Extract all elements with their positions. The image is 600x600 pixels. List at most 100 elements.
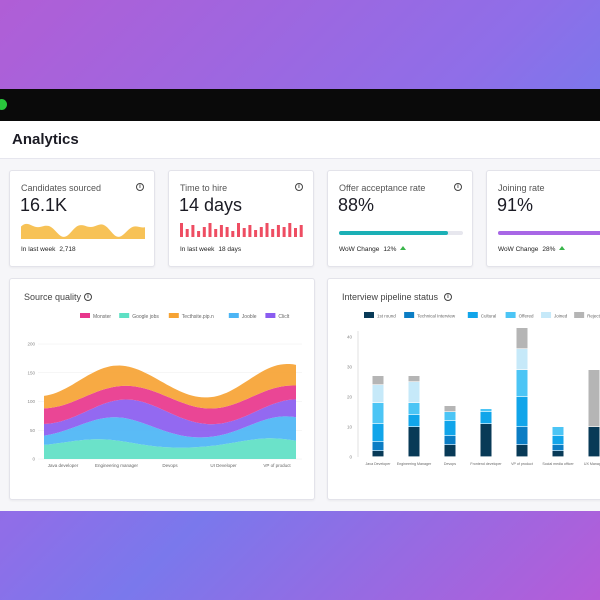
legend-swatch [168,313,179,318]
kpi-footer: WoW Change 28% [498,246,566,253]
kpi-card-time-to-hire[interactable]: Time to hire i 14 days In last week 18 da… [168,170,314,267]
sparkline-bar [214,229,218,237]
title-bar [0,89,600,121]
x-tick-label: UI Developer [210,463,237,468]
info-icon[interactable]: i [295,183,303,191]
sparkline-bar [225,227,229,237]
bar-segment[interactable] [444,406,456,412]
bar-segment[interactable] [408,415,420,427]
bar-segment[interactable] [516,370,528,397]
legend-item[interactable]: Monster [80,313,111,320]
bar-segment[interactable] [552,436,564,445]
legend-label: Rejected [587,314,600,319]
bar-segment[interactable] [444,436,456,445]
legend-item[interactable]: Google jobs [119,313,159,320]
kpi-label: Joining rate [498,183,545,193]
info-icon[interactable]: i [84,293,92,301]
bar-segment[interactable] [480,424,492,457]
pipeline-panel: Interview pipeline status i 1st round Tec… [327,278,600,500]
legend-item[interactable]: Cliclt [265,313,290,320]
bar-segment[interactable] [372,385,384,403]
bar-segment[interactable] [408,376,420,382]
source-quality-panel: Source quality i Monster Google jobs Tecth… [9,278,315,500]
trend-up-icon [559,246,566,250]
bar-segment[interactable] [516,349,528,370]
bar-segment[interactable] [408,403,420,415]
info-icon[interactable]: i [454,183,462,191]
x-tick-label: VP of product [511,462,533,466]
kpi-card-joining-rate[interactable]: Joining rate 91% WoW Change 28% [486,170,600,267]
legend-swatch [228,313,239,318]
legend-item[interactable]: Tecthsite.pip.n [168,313,214,320]
y-tick-label: 20 [347,395,353,400]
bar-segment[interactable] [516,397,528,427]
bar-segment[interactable] [480,412,492,424]
legend-label: Technical Interview [417,314,456,319]
kpi-value: 16.1K [20,195,68,215]
sparkline-bar [242,228,246,237]
sparkline-bar [237,223,240,237]
x-tick-label: VP of product [263,463,291,468]
y-tick-label: 100 [27,399,35,404]
legend-item[interactable]: Cultural [467,312,497,319]
legend-label: Cultural [481,314,497,319]
bar-segment[interactable] [408,382,420,403]
legend-item[interactable]: 1st round [364,312,396,319]
sparkline-bar [191,225,195,237]
x-tick-label: Devops [444,462,456,466]
y-tick-label: 0 [32,457,35,462]
legend-label: Tecthsite.pip.n [182,314,214,320]
app-window: Analytics Candidates sourced i 16.1K In … [0,89,600,511]
info-icon[interactable]: i [444,293,452,301]
y-tick-label: 30 [347,365,353,370]
kpi-footer: In last week 2,718 [21,246,76,253]
kpi-label: Time to hire [180,183,228,193]
bar-segment[interactable] [408,427,420,457]
bar-segment[interactable] [480,409,492,412]
bar-segment[interactable] [372,403,384,424]
info-icon[interactable]: i [136,183,144,191]
kpi-value: 14 days [179,195,243,215]
bar-segment[interactable] [516,328,528,349]
legend-item[interactable]: Rejected [574,312,600,319]
y-tick-label: 10 [347,425,353,430]
kpi-card-offer-acceptance-rate[interactable]: Offer acceptance rate i 88% WoW Change 12… [327,170,473,267]
bar-segment[interactable] [372,451,384,457]
sparkline-bars [180,223,303,237]
legend-swatch [574,312,585,318]
sparkline-bar [288,223,292,237]
bar-segment[interactable] [372,442,384,451]
bar-segment[interactable] [444,445,456,457]
bar-segment[interactable] [372,376,384,385]
kpi-label: Candidates sourced [21,183,102,193]
bar-segment[interactable] [552,451,564,457]
bar-segment[interactable] [516,445,528,457]
legend-swatch [364,312,374,318]
legend-item[interactable]: Technical Interview [404,312,456,319]
window-control-dot[interactable] [0,99,7,110]
sparkline-bar [299,225,303,237]
legend-label: Cliclt [278,314,289,320]
bar-segment[interactable] [588,370,600,427]
bar-segment[interactable] [516,427,528,445]
source-quality-chart: Monster Google jobs Tecthsite.pip.n Jooble C… [27,313,302,468]
bar-segment[interactable] [444,412,456,421]
legend-item[interactable]: Offered [505,312,534,319]
legend-label: Joined [554,314,568,319]
sparkline-bar [282,227,286,237]
legend-item[interactable]: Jooble [228,313,257,320]
bar-segment[interactable] [372,424,384,442]
kpi-value: 91% [497,195,534,215]
x-tick-label: Social media officer [542,462,574,466]
bar-segment[interactable] [588,427,600,457]
panel-title: Source quality [24,292,82,302]
legend-item[interactable]: Joined [541,312,568,319]
kpi-label: Offer acceptance rate [339,183,426,193]
bar-segment[interactable] [552,427,564,436]
bar-segment[interactable] [444,421,456,436]
kpi-card-candidates-sourced[interactable]: Candidates sourced i 16.1K In last week 2… [9,170,155,267]
y-tick-label: 0 [349,455,352,460]
legend-label: Monster [93,314,111,320]
legend-swatch [80,313,90,318]
bar-segment[interactable] [552,445,564,451]
